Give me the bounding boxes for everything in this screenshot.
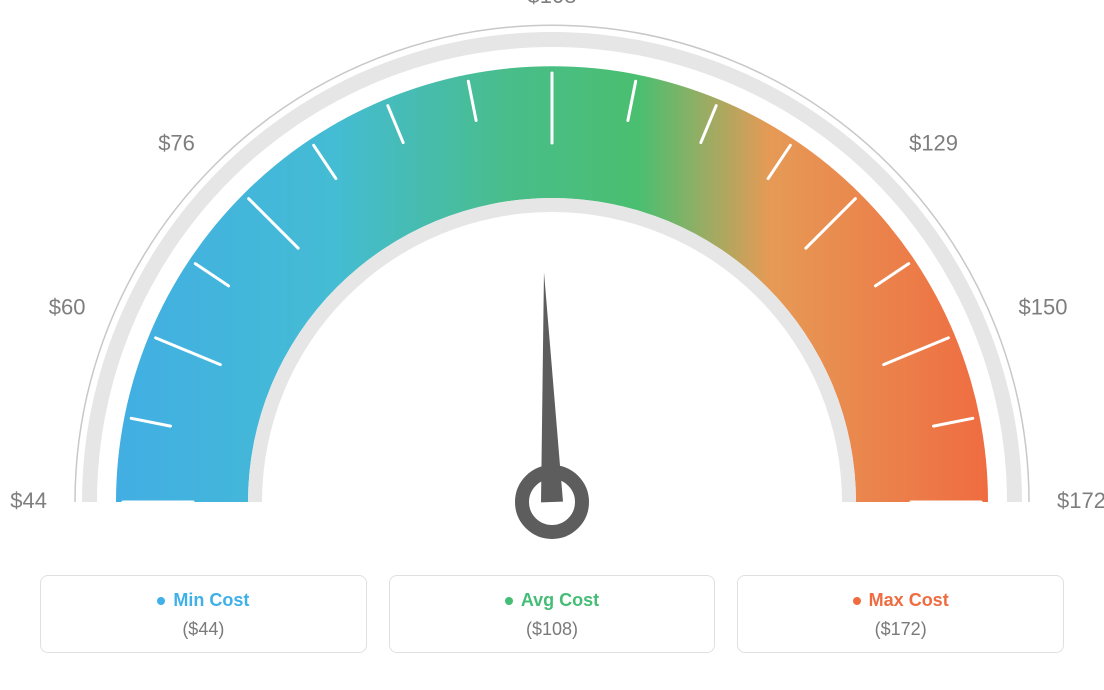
gauge-chart: $44 $60 $76 $108 $129 $150 $172	[0, 0, 1104, 575]
legend-title-min: Min Cost	[157, 590, 249, 611]
gauge-scale-label: $108	[528, 0, 577, 8]
legend-box-min: Min Cost ($44)	[40, 575, 367, 653]
gauge-scale-label: $150	[1019, 295, 1068, 320]
gauge-scale-label: $44	[10, 488, 47, 513]
legend-box-avg: Avg Cost ($108)	[389, 575, 716, 653]
legend-title-max: Max Cost	[853, 590, 949, 611]
legend-value-avg: ($108)	[400, 619, 705, 640]
gauge-scale-label: $172	[1057, 488, 1104, 513]
gauge-scale-label: $129	[909, 131, 958, 156]
legend-title-text: Max Cost	[869, 590, 949, 611]
legend-title-text: Min Cost	[173, 590, 249, 611]
gauge-svg: $44 $60 $76 $108 $129 $150 $172	[0, 0, 1104, 570]
legend-dot-avg	[505, 597, 513, 605]
legend-value-max: ($172)	[748, 619, 1053, 640]
legend-dot-min	[157, 597, 165, 605]
legend-box-max: Max Cost ($172)	[737, 575, 1064, 653]
legend-dot-max	[853, 597, 861, 605]
legend-value-min: ($44)	[51, 619, 356, 640]
legend: Min Cost ($44) Avg Cost ($108) Max Cost ($172…	[0, 575, 1104, 653]
legend-title-avg: Avg Cost	[505, 590, 599, 611]
legend-title-text: Avg Cost	[521, 590, 599, 611]
gauge-scale-label: $60	[49, 295, 86, 320]
gauge-scale-label: $76	[158, 131, 195, 156]
